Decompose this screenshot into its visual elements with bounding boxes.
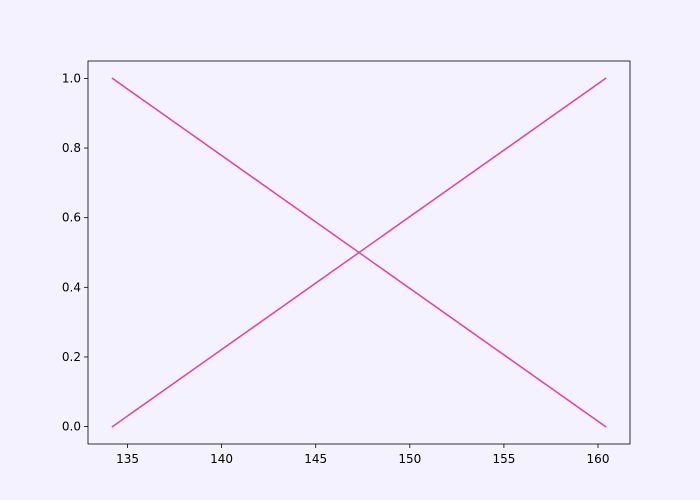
y-tick-label: 0.2 <box>62 350 81 364</box>
plot-area: 135 140 145 150 155 160 0.0 0.2 0.4 0.6 0.8 1.0 <box>62 60 631 466</box>
axes-frame <box>87 60 631 445</box>
series-line-2 <box>111 77 607 428</box>
x-tick-label: 140 <box>210 452 233 466</box>
y-tick-label: 1.0 <box>62 71 81 85</box>
x-tick-label: 160 <box>587 452 610 466</box>
y-tick-label: 0.8 <box>62 141 81 155</box>
x-tick-label: 150 <box>398 452 421 466</box>
x-tick-label: 135 <box>116 452 139 466</box>
y-tick-label: 0.0 <box>62 420 81 434</box>
x-tick-label: 155 <box>492 452 515 466</box>
y-tick-label: 0.6 <box>62 211 81 225</box>
x-tick-label: 145 <box>304 452 327 466</box>
y-tick-label: 0.4 <box>62 280 81 294</box>
